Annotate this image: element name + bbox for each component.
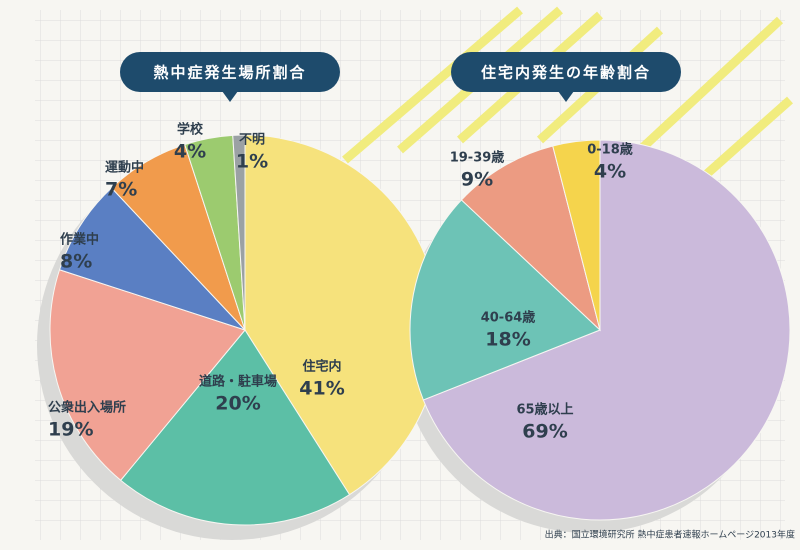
slice-value: 7% — [105, 179, 137, 201]
title-pill — [451, 52, 681, 92]
slice-value: 20% — [215, 393, 260, 415]
slice-value: 4% — [174, 141, 206, 163]
slice-value: 1% — [236, 151, 268, 173]
slice-value: 69% — [522, 421, 567, 443]
pie-slice — [460, 145, 601, 332]
slice-label: 不明 — [239, 133, 265, 148]
slice-value: 9% — [461, 169, 493, 191]
pie-slice — [58, 187, 246, 331]
chart-title: 熱中症発生場所割合 — [153, 64, 306, 82]
slice-label: 道路・駐車場 — [199, 374, 277, 390]
title-pill — [120, 52, 340, 92]
pie-slice — [422, 139, 791, 521]
slice-value: 41% — [299, 378, 344, 400]
slice-label: 0-18歳 — [587, 142, 633, 158]
pie-slice — [552, 139, 601, 331]
slice-label: 運動中 — [105, 160, 144, 176]
source: 出典：国立環境研究所 熱中症患者速報ホームページ2013年度 — [545, 529, 795, 541]
slice-label: 19-39歳 — [450, 150, 505, 166]
pie-slice — [409, 199, 601, 401]
slice-label: 65歳以上 — [516, 402, 573, 418]
pie-slice — [232, 134, 246, 331]
pie-slice — [119, 329, 351, 526]
pie-slice — [49, 269, 246, 481]
slice-label: 住宅内 — [302, 359, 341, 375]
slice-value: 19% — [48, 419, 93, 441]
slice-label: 学校 — [177, 122, 204, 138]
title-pointer — [222, 91, 238, 102]
slice-value: 18% — [485, 329, 530, 351]
slice-value: 4% — [594, 161, 626, 183]
slice-label: 作業中 — [60, 232, 99, 248]
slice-label: 40-64歳 — [481, 310, 536, 326]
slice-value: 8% — [60, 251, 92, 273]
chart-title: 住宅内発生の年齢割合 — [481, 64, 651, 82]
slice-label: 公衆出入場所 — [48, 400, 126, 416]
title-pointer — [558, 91, 574, 102]
